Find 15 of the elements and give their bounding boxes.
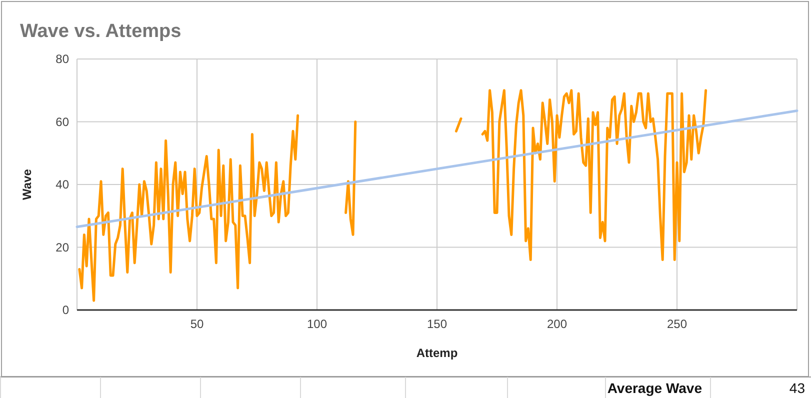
text: 43 [789, 380, 806, 396]
y-tick-label: 40 [56, 178, 70, 192]
x-tick-label: 100 [306, 317, 328, 331]
y-tick-label: 20 [56, 240, 70, 254]
x-axis-title: Attemp [416, 346, 458, 360]
y-tick-label: 0 [62, 303, 70, 318]
y-tick-label: 60 [56, 114, 70, 129]
y-axis-title: Wave [20, 168, 34, 200]
x-tick-label: 250 [666, 317, 688, 331]
y-tick-label: 80 [56, 52, 70, 66]
x-tick-label: 150 [426, 317, 448, 331]
chart-title: Wave vs. Attemps [20, 21, 182, 42]
x-tick-label: 200 [546, 317, 568, 331]
x-tick-label: 50 [190, 317, 204, 331]
text: Average Wave [607, 380, 702, 396]
